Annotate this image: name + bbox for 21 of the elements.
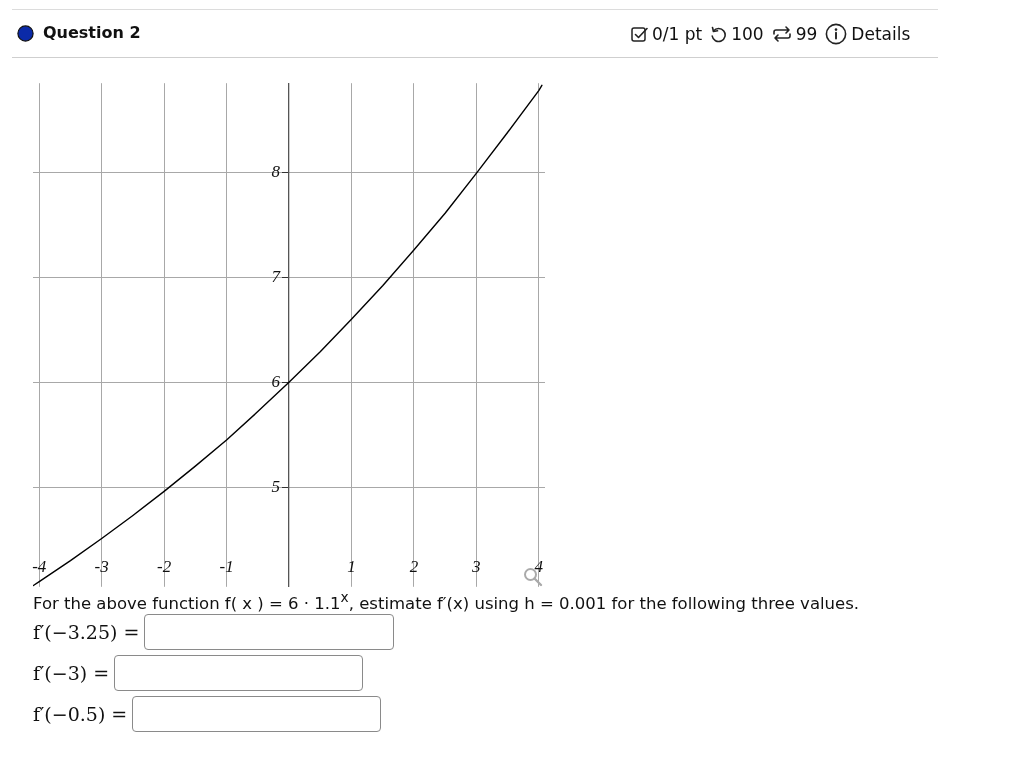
text: f′(−3) =: [33, 662, 110, 684]
text: f′(−0.5) =: [33, 703, 128, 725]
y-tick-label: 7: [271, 266, 282, 286]
y-tick-label: 6: [271, 371, 281, 391]
text: For the above function f( x ) = 6 · 1.1$^{x}$, estimate f′(x) using h = 0.001 for the following three values.: [33, 589, 860, 613]
text: 99: [795, 24, 818, 44]
x-tick-label: 2: [409, 557, 419, 577]
text: 100: [731, 24, 764, 44]
x-tick-label: 4: [534, 557, 544, 577]
chart-title: Question 2: [43, 23, 141, 42]
y-tick-label: 5: [271, 476, 280, 496]
x-tick-label: 1: [347, 557, 356, 577]
y-tick-label: 8: [271, 161, 281, 181]
text: Details: [851, 24, 911, 44]
x-tick-label: -1: [219, 557, 234, 577]
x-tick-label: -4: [32, 557, 47, 577]
x-tick-label: 3: [471, 557, 481, 577]
x-tick-label: -3: [94, 557, 109, 577]
text: f′(−3.25) =: [33, 621, 140, 643]
text: 0/1 pt: [652, 24, 703, 44]
x-tick-label: -2: [157, 557, 172, 577]
